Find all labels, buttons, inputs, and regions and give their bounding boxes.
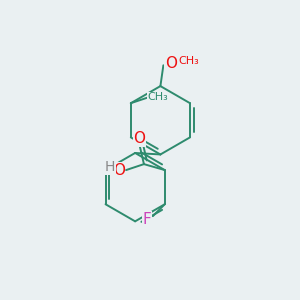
Text: O: O [165, 56, 177, 71]
Text: CH₃: CH₃ [178, 56, 199, 66]
Text: O: O [113, 163, 125, 178]
Text: H: H [105, 160, 115, 174]
Text: CH₃: CH₃ [147, 92, 168, 102]
Text: O: O [134, 131, 146, 146]
Text: F: F [142, 212, 151, 226]
